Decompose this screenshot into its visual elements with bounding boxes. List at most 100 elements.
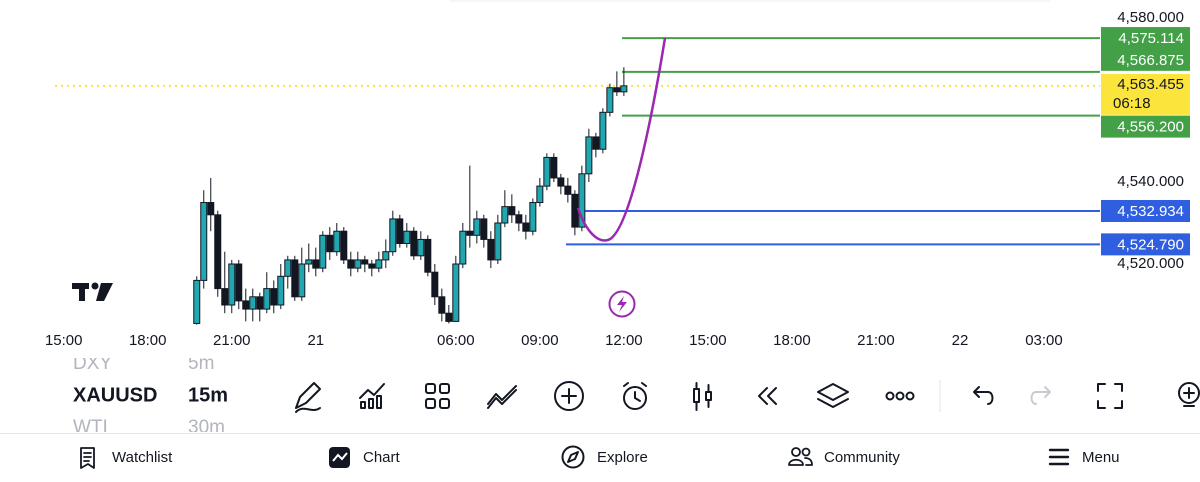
layers-button[interactable] (817, 383, 849, 408)
candle-body (368, 263, 376, 269)
candle-body (529, 202, 537, 232)
candle-body (480, 218, 488, 240)
candle-body (193, 279, 201, 324)
last-price-box (1101, 73, 1190, 115)
nav-label[interactable]: Community (824, 449, 900, 466)
symbol-name[interactable]: DXY (73, 353, 112, 374)
level-price-box (1101, 233, 1190, 256)
candle-body (249, 296, 257, 310)
x-tick-label: 15:00 (689, 332, 727, 349)
drawing-curve[interactable] (576, 37, 667, 242)
add-button[interactable] (554, 381, 584, 411)
y-tick-label: 4,520.000 (1117, 255, 1184, 272)
redo-button[interactable] (1030, 386, 1051, 405)
candle-body (417, 238, 425, 257)
candle-body (284, 259, 292, 277)
x-tick-label: 12:00 (605, 332, 643, 349)
candle-body (242, 300, 250, 310)
candle-body (277, 275, 285, 306)
candle-body (438, 296, 446, 314)
candle-body (515, 214, 523, 224)
candle-body (466, 230, 474, 236)
ideas-button[interactable] (1178, 382, 1200, 407)
chart-type-button[interactable] (693, 382, 712, 411)
candle-body (571, 193, 579, 228)
level-price-label: 4,575.114 (1118, 30, 1184, 47)
level-price-box (1101, 48, 1190, 71)
candle-body (550, 156, 558, 179)
candle-body (312, 259, 320, 269)
tv-logo (72, 282, 113, 301)
level-price-box (1101, 115, 1190, 138)
toolbar (295, 380, 1200, 413)
candle-body (270, 288, 278, 306)
candle-body (536, 185, 544, 204)
axes: 15:00 18:00 21:00 21 06:00 09:00 12:00 15:00 18:… (45, 9, 1190, 349)
replay-button[interactable] (758, 387, 777, 405)
chart-icon[interactable] (329, 447, 350, 468)
x-tick-label: 18:00 (129, 332, 167, 349)
candle-body (361, 259, 369, 265)
candle-body (228, 263, 236, 306)
candle-body (585, 136, 593, 175)
menu-icon[interactable] (1048, 448, 1070, 466)
level-price-box (1101, 199, 1190, 222)
level-price-label: 4,556.200 (1117, 119, 1184, 136)
candle-body (564, 185, 572, 195)
nav-label[interactable]: Chart (363, 449, 401, 466)
candle-body (207, 202, 215, 216)
candle-body (382, 251, 390, 261)
candle-body (459, 230, 467, 265)
symbol-name[interactable]: WTI (73, 417, 108, 438)
alert-button[interactable] (623, 382, 647, 410)
symbol-list: DXY 5m XAUUSD 15m WTI 30m (73, 353, 228, 438)
nav-label[interactable]: Watchlist (112, 449, 173, 466)
explore-icon[interactable] (561, 445, 585, 469)
nav-label[interactable]: Explore (597, 449, 648, 466)
plot-area (55, 37, 1100, 325)
more-button[interactable] (885, 391, 915, 401)
x-tick-label: 06:00 (437, 332, 475, 349)
symbol-interval[interactable]: 15m (188, 384, 228, 406)
candle-body (543, 156, 551, 187)
candle-body (578, 173, 586, 228)
level-price-label: 4,524.790 (1117, 236, 1184, 253)
symbol-interval[interactable]: 30m (188, 417, 225, 438)
watchlist-icon[interactable] (80, 447, 95, 469)
candle-body (256, 296, 264, 310)
candle-body (235, 263, 243, 302)
candle-body (613, 87, 621, 93)
candle-body (326, 234, 334, 253)
candle-body (333, 230, 341, 253)
x-tick-label: 09:00 (521, 332, 559, 349)
candle-body (410, 230, 418, 257)
candle-body (347, 259, 355, 269)
lightning-icon[interactable] (608, 290, 636, 318)
candle-body (319, 234, 327, 269)
fullscreen-button[interactable] (1097, 383, 1123, 409)
candle-body (592, 136, 600, 150)
candle-body (305, 259, 313, 265)
candle-body (508, 206, 516, 216)
candle-body (501, 206, 509, 224)
symbol-interval[interactable]: 5m (188, 353, 214, 374)
symbol-name[interactable]: XAUUSD (73, 384, 157, 406)
candle-body (452, 263, 460, 322)
undo-button[interactable] (973, 386, 994, 405)
candle-body (487, 238, 495, 261)
level-price-label: 4,532.934 (1117, 203, 1184, 220)
nav-label[interactable]: Menu (1082, 449, 1120, 466)
indicators-button[interactable] (359, 383, 385, 409)
community-icon[interactable] (788, 447, 813, 466)
layouts-button[interactable] (425, 383, 450, 409)
candle-body (375, 259, 383, 269)
candle-body (214, 214, 222, 290)
candle-body (522, 222, 530, 232)
draw-tool-button[interactable] (295, 382, 321, 413)
compare-button[interactable] (487, 385, 517, 409)
candle-body (606, 87, 614, 113)
candle-body (620, 85, 628, 93)
